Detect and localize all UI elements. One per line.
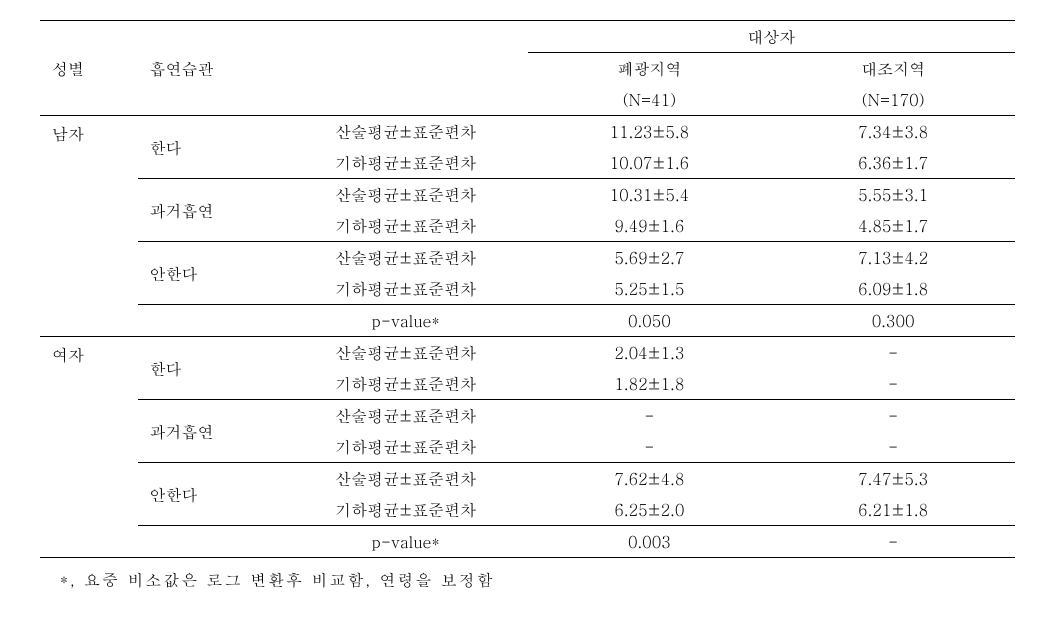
cell-value: 7.13±4.2: [771, 242, 1015, 274]
habit-past-f: 과거흡연: [138, 400, 284, 463]
cell-value: 5.69±2.7: [528, 242, 772, 274]
cell-value: 10.31±5.4: [528, 179, 772, 211]
blank-cell: [138, 305, 284, 337]
header-gender: 성별: [40, 21, 138, 116]
header-region2-n: (N=170): [771, 84, 1015, 116]
cell-value: 6.21±1.8: [771, 494, 1015, 526]
header-habit: 흡연습관: [138, 21, 284, 116]
footnote-text: *, 요중 비소값은 로그 변환후 비교함, 연령을 보정함: [40, 558, 1015, 591]
cell-value: 11.23±5.8: [528, 116, 772, 148]
habit-past-m: 과거흡연: [138, 179, 284, 242]
gender-male: 남자: [40, 116, 138, 337]
stat-label: 산술평균±표준편차: [284, 179, 528, 211]
header-region1-n: (N=41): [528, 84, 772, 116]
cell-value: 5.55±3.1: [771, 179, 1015, 211]
stat-label: 산술평균±표준편차: [284, 242, 528, 274]
header-region2: 대조지역: [771, 53, 1015, 85]
stat-label: 산술평균±표준편차: [284, 400, 528, 432]
cell-value: 6.36±1.7: [771, 147, 1015, 179]
cell-value: -: [771, 526, 1015, 558]
stat-label: 기하평균±표준편차: [284, 494, 528, 526]
cell-value: -: [771, 337, 1015, 369]
cell-value: 7.47±5.3: [771, 463, 1015, 495]
cell-value: 6.25±2.0: [528, 494, 772, 526]
cell-value: 0.003: [528, 526, 772, 558]
header-blank: [284, 21, 528, 116]
habit-no-m: 안한다: [138, 242, 284, 305]
data-table: 성별 흡연습관 대상자 폐광지역 대조지역 (N=41) (N=170) 남자 …: [40, 20, 1015, 558]
cell-value: 6.09±1.8: [771, 273, 1015, 305]
cell-value: 10.07±1.6: [528, 147, 772, 179]
blank-cell: [138, 526, 284, 558]
cell-value: -: [771, 431, 1015, 463]
cell-value: 5.25±1.5: [528, 273, 772, 305]
stat-label: 기하평균±표준편차: [284, 273, 528, 305]
habit-no-f: 안한다: [138, 463, 284, 526]
cell-value: 9.49±1.6: [528, 210, 772, 242]
cell-value: -: [528, 431, 772, 463]
stat-label: 산술평균±표준편차: [284, 116, 528, 148]
cell-value: 0.050: [528, 305, 772, 337]
header-subjects: 대상자: [528, 21, 1016, 53]
pvalue-label: p-value*: [284, 526, 528, 558]
stat-label: 산술평균±표준편차: [284, 463, 528, 495]
cell-value: -: [771, 368, 1015, 400]
stat-label: 기하평균±표준편차: [284, 368, 528, 400]
stat-label: 기하평균±표준편차: [284, 210, 528, 242]
header-region1: 폐광지역: [528, 53, 772, 85]
cell-value: 7.62±4.8: [528, 463, 772, 495]
stat-label: 산술평균±표준편차: [284, 337, 528, 369]
gender-female: 여자: [40, 337, 138, 558]
stat-label: 기하평균±표준편차: [284, 431, 528, 463]
cell-value: 7.34±3.8: [771, 116, 1015, 148]
cell-value: 2.04±1.3: [528, 337, 772, 369]
habit-yes-m: 한다: [138, 116, 284, 179]
cell-value: 0.300: [771, 305, 1015, 337]
cell-value: -: [528, 400, 772, 432]
stat-label: 기하평균±표준편차: [284, 147, 528, 179]
pvalue-label: p-value*: [284, 305, 528, 337]
cell-value: 1.82±1.8: [528, 368, 772, 400]
cell-value: -: [771, 400, 1015, 432]
cell-value: 4.85±1.7: [771, 210, 1015, 242]
habit-yes-f: 한다: [138, 337, 284, 400]
